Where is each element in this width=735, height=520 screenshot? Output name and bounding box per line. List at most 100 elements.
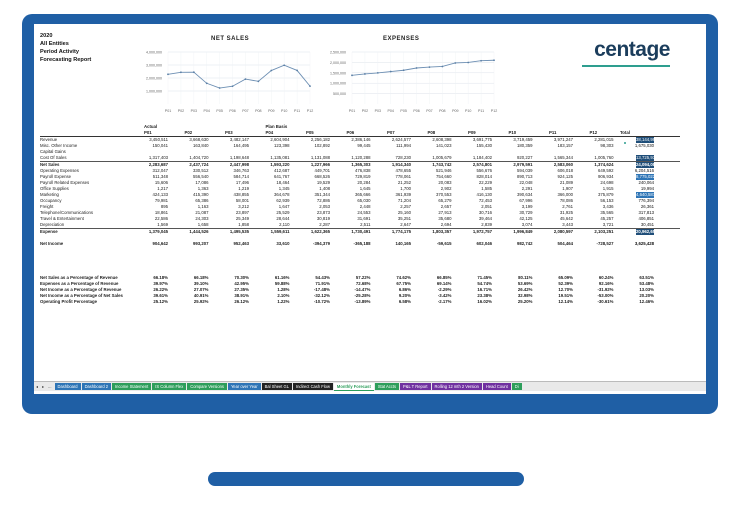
column-header-cell[interactable]: P12 xyxy=(589,130,598,135)
pct-cell[interactable]: 25.20% xyxy=(517,299,533,304)
table-cell[interactable]: 28,644 xyxy=(276,216,290,221)
table-cell[interactable]: 24,303 xyxy=(195,216,209,221)
row-label[interactable]: Payroll Expense xyxy=(40,174,72,179)
table-cell[interactable]: 415,390 xyxy=(192,192,209,197)
row-label[interactable]: Revenue xyxy=(40,137,58,142)
pct-cell[interactable]: 69.14% xyxy=(436,281,452,286)
sheet-tab[interactable]: Bal Sheet GL xyxy=(261,383,293,390)
table-cell[interactable]: 2,103,251 xyxy=(594,229,614,234)
sheet-tab[interactable]: Head Count xyxy=(482,383,511,390)
table-cell[interactable]: 2,287 xyxy=(319,222,330,227)
table-cell[interactable]: 1,217 xyxy=(157,186,168,191)
total-cell[interactable]: 8,775,022 xyxy=(636,174,654,180)
table-cell[interactable]: 1,593,220 xyxy=(270,162,290,167)
table-cell[interactable]: 33,610 xyxy=(276,241,290,246)
table-cell[interactable]: 30,716 xyxy=(478,210,492,215)
table-cell[interactable]: 3,971,247 xyxy=(553,137,573,142)
table-cell[interactable]: 993,207 xyxy=(192,241,209,246)
table-cell[interactable]: 556,540 xyxy=(192,174,209,179)
table-cell[interactable]: 39,464 xyxy=(478,216,492,221)
row-label[interactable]: Expense xyxy=(40,229,58,234)
table-cell[interactable]: 1,730,491 xyxy=(351,229,371,234)
pct-cell[interactable]: -3.42% xyxy=(437,293,452,298)
total-cell[interactable]: 1,675,030 xyxy=(634,143,654,148)
column-header-cell[interactable]: P05 xyxy=(306,130,314,135)
pct-row-label[interactable]: Net Sales as a Percentage of Revenue xyxy=(40,275,118,280)
pct-total-cell[interactable]: 53.48% xyxy=(639,281,654,286)
pct-cell[interactable]: 66.85% xyxy=(436,275,452,280)
pct-cell[interactable]: 66.18% xyxy=(193,275,209,280)
pct-cell[interactable]: 6.86% xyxy=(398,287,411,292)
table-cell[interactable]: 123,398 xyxy=(273,143,290,148)
table-cell[interactable]: 17,496 xyxy=(235,180,249,185)
table-cell[interactable]: 920,227 xyxy=(516,155,533,160)
table-cell[interactable]: 3,668,630 xyxy=(189,137,209,142)
total-cell[interactable]: 38,144,991 xyxy=(636,137,654,143)
table-cell[interactable]: 1,374,624 xyxy=(594,162,614,167)
table-cell[interactable]: 3,721 xyxy=(602,222,614,227)
table-cell[interactable]: 98,303 xyxy=(600,143,614,148)
table-cell[interactable]: 890,713 xyxy=(516,174,533,179)
pct-cell[interactable]: 32.98% xyxy=(517,293,533,298)
pct-cell[interactable]: -2.17% xyxy=(437,299,452,304)
total-cell[interactable]: 13,725,937 xyxy=(636,155,654,161)
total-cell[interactable]: 24,094,084 xyxy=(636,162,654,168)
pct-cell[interactable]: 12.14% xyxy=(558,299,573,304)
table-cell[interactable]: 2,694 xyxy=(440,222,452,227)
table-cell[interactable]: 424,133 xyxy=(152,192,168,197)
pct-cell[interactable]: 19.51% xyxy=(558,293,573,298)
pct-cell[interactable]: 70.30% xyxy=(234,275,249,280)
pct-cell[interactable]: 16.71% xyxy=(477,287,492,292)
table-cell[interactable]: 3,443 xyxy=(562,222,573,227)
table-cell[interactable]: 1,858 xyxy=(238,222,249,227)
pct-cell[interactable]: 65.09% xyxy=(558,275,573,280)
sheet-tab[interactable]: Dashboard xyxy=(54,383,81,390)
row-label[interactable]: Occupancy xyxy=(40,198,62,203)
table-cell[interactable]: 45,642 xyxy=(559,216,573,221)
pct-cell[interactable]: 53.69% xyxy=(517,281,533,286)
total-cell[interactable]: 240,064 xyxy=(638,180,654,185)
pct-cell[interactable]: 26.12% xyxy=(234,299,249,304)
pct-total-cell[interactable]: 13.03% xyxy=(639,287,654,292)
table-cell[interactable]: 2,051 xyxy=(481,204,492,209)
table-cell[interactable]: 1,996,849 xyxy=(513,229,533,234)
table-cell[interactable]: 67,996 xyxy=(519,198,533,203)
table-cell[interactable]: 3,199 xyxy=(521,204,533,209)
table-cell[interactable]: 416,130 xyxy=(476,192,492,197)
pct-cell[interactable]: 71.91% xyxy=(315,281,330,286)
table-cell[interactable]: 1,743,742 xyxy=(432,162,452,167)
table-cell[interactable]: 370,553 xyxy=(435,192,452,197)
table-cell[interactable]: 150,041 xyxy=(152,143,168,148)
table-cell[interactable]: 42,125 xyxy=(519,216,533,221)
table-cell[interactable]: 102,892 xyxy=(314,143,330,148)
pct-cell[interactable]: 92.16% xyxy=(598,281,614,286)
table-cell[interactable]: 594,039 xyxy=(516,168,533,173)
table-cell[interactable]: 22,048 xyxy=(519,180,533,185)
table-cell[interactable]: 1,774,175 xyxy=(391,229,411,234)
table-cell[interactable]: 2,256,182 xyxy=(310,137,330,142)
table-cell[interactable]: 2,257 xyxy=(400,204,411,209)
table-cell[interactable]: 1,444,526 xyxy=(189,229,209,234)
sheet-tab[interactable]: Indirect Cash Flow xyxy=(293,383,333,390)
table-cell[interactable]: 1,005,679 xyxy=(432,155,452,160)
table-cell[interactable]: 3,450,511 xyxy=(149,137,168,142)
table-cell[interactable]: 21,089 xyxy=(559,180,573,185)
sheet-tab[interactable]: P&L T Report xyxy=(400,383,431,390)
table-cell[interactable]: 141,023 xyxy=(435,143,452,148)
pct-row-label[interactable]: Net Income as a Percentage of Net Sales xyxy=(40,293,123,298)
table-cell[interactable]: 649,592 xyxy=(597,168,614,173)
table-cell[interactable]: 27,913 xyxy=(438,210,452,215)
table-cell[interactable]: 15,606 xyxy=(154,180,168,185)
column-header-cell[interactable]: P04 xyxy=(265,130,274,135)
table-cell[interactable]: 163,840 xyxy=(192,143,209,148)
table-cell[interactable]: 2,902 xyxy=(440,186,452,191)
total-cell[interactable]: 30,451 xyxy=(640,222,654,227)
table-cell[interactable]: 21,087 xyxy=(195,210,209,215)
table-cell[interactable]: 1,565,344 xyxy=(553,155,573,160)
table-cell[interactable]: 924,125 xyxy=(557,174,573,179)
pct-cell[interactable]: 71.45% xyxy=(477,275,492,280)
table-cell[interactable]: 35,680 xyxy=(438,216,452,221)
column-header-cell[interactable]: P11 xyxy=(549,130,557,135)
table-cell[interactable]: 155,430 xyxy=(476,143,492,148)
total-cell[interactable]: 406,851 xyxy=(638,216,654,221)
